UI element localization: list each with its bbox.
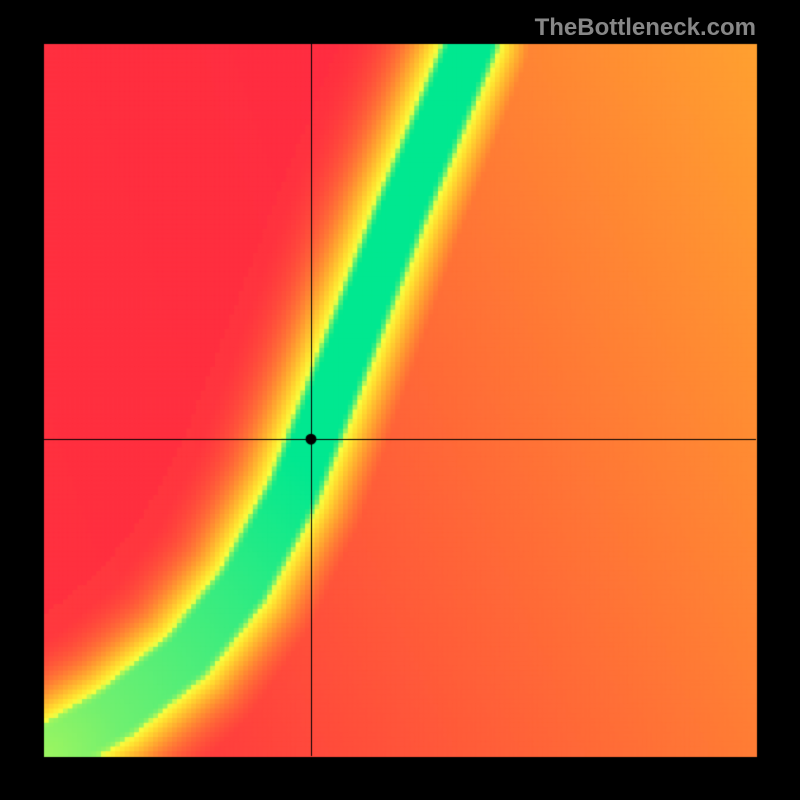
watermark-text: TheBottleneck.com — [535, 14, 756, 42]
heatmap-canvas — [0, 0, 800, 800]
chart-container: TheBottleneck.com — [0, 0, 800, 800]
